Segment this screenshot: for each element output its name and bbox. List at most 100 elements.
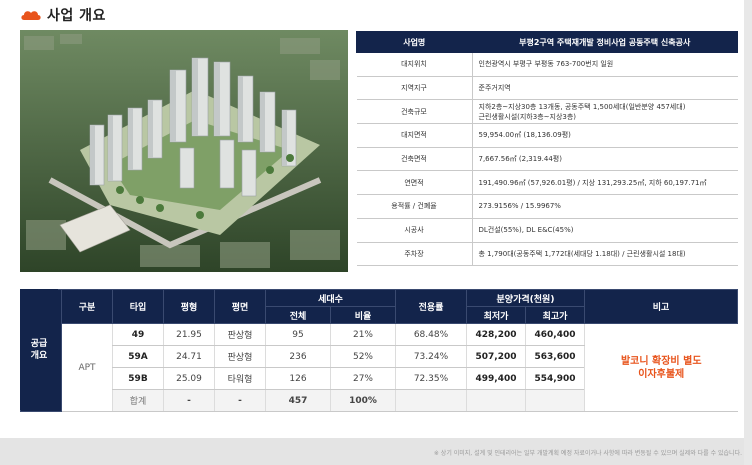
info-value: 준주거지역 bbox=[472, 76, 738, 101]
info-row: 주차장 총 1,790대(공동주택 1,772대(세대당 1.18대) / 근린… bbox=[356, 242, 738, 267]
info-value: 총 1,790대(공동주택 1,772대(세대당 1.18대) / 근린생활시설… bbox=[472, 242, 738, 267]
col-price: 분양가격(천원) bbox=[466, 289, 585, 307]
table-row: 59B 25.09 타워형 126 27% 72.35% 499,400 554… bbox=[21, 367, 738, 390]
info-header-label: 사업명 bbox=[356, 31, 473, 53]
cell-area: 21.95 bbox=[163, 323, 215, 346]
cell-ratio: 21% bbox=[330, 323, 396, 346]
cell-ratio: 52% bbox=[330, 345, 396, 368]
page-title: 사업 개요 bbox=[47, 8, 106, 24]
info-label: 대지면적 bbox=[356, 123, 473, 148]
cell-ratio: 27% bbox=[330, 367, 396, 390]
note-line: 발코니 확장비 별도 bbox=[620, 355, 702, 367]
info-value: DL건설(55%), DL E&C(45%) bbox=[472, 218, 738, 243]
total-label: 합계 bbox=[112, 389, 164, 412]
cell-exclusive: 72.35% bbox=[395, 367, 467, 390]
info-value: 지하2층~지상30층 13개동, 공동주택 1,500세대(일반분양 457세대… bbox=[472, 99, 738, 125]
col-layout: 평면 bbox=[214, 289, 266, 324]
project-info-table: 사업명 부평2구역 주택재개발 정비사업 공동주택 신축공사 대지위치 인천광역… bbox=[356, 31, 738, 267]
info-row: 건축면적 7,667.56㎡ (2,319.44평) bbox=[356, 147, 738, 172]
cell-exclusive: 73.24% bbox=[395, 345, 467, 368]
info-row: 용적률 / 건폐율 273.9156% / 15.9967% bbox=[356, 194, 738, 219]
info-row: 시공사 DL건설(55%), DL E&C(45%) bbox=[356, 218, 738, 243]
cell-max: 563,600 bbox=[525, 345, 585, 368]
info-value: 273.9156% / 15.9967% bbox=[472, 194, 738, 219]
col-ratio: 비율 bbox=[330, 306, 396, 324]
col-min: 최저가 bbox=[466, 306, 526, 324]
supply-table: 구분 타입 평형 평면 세대수 전용률 분양가격(천원) 비고 전체 비율 최저… bbox=[20, 289, 738, 412]
info-value: 59,954.00㎡ (18,136.09평) bbox=[472, 123, 738, 148]
cell-area: 24.71 bbox=[163, 345, 215, 368]
col-exclusive: 전용률 bbox=[395, 289, 467, 324]
supply-side-band: 공급 개요 bbox=[20, 289, 58, 410]
info-label: 건축규모 bbox=[356, 99, 473, 125]
total-empty bbox=[395, 389, 467, 412]
supply-header-row: 구분 타입 평형 평면 세대수 전용률 분양가격(천원) 비고 bbox=[20, 289, 738, 412]
supply-subheader-row: 전체 비율 최저가 최고가 bbox=[21, 306, 738, 324]
info-value: 7,667.56㎡ (2,319.44평) bbox=[472, 147, 738, 172]
cell-layout: 판상형 bbox=[214, 323, 266, 346]
info-label: 지역지구 bbox=[356, 76, 473, 101]
category-apt: APT bbox=[61, 323, 113, 412]
col-price-label: 분양가격 bbox=[496, 294, 530, 305]
cell-type: 59A bbox=[112, 345, 164, 368]
total-ratio: 100% bbox=[330, 389, 396, 412]
cell-total: 126 bbox=[265, 367, 331, 390]
info-value: 인천광역시 부평구 부평동 763-700번지 일원 bbox=[472, 52, 738, 77]
col-note: 비고 bbox=[584, 289, 738, 324]
cell-exclusive: 68.48% bbox=[395, 323, 467, 346]
table-row: 59A 24.71 판상형 236 52% 73.24% 507,200 563… bbox=[21, 345, 738, 368]
info-row: 지역지구 준주거지역 bbox=[356, 76, 738, 101]
cell-layout: 타워형 bbox=[214, 367, 266, 390]
info-row: 대지면적 59,954.00㎡ (18,136.09평) bbox=[356, 123, 738, 148]
info-value-line: 지하2층~지상30층 13개동, 공동주택 1,500세대(일반분양 457세대… bbox=[478, 102, 686, 111]
right-edge-divider bbox=[744, 0, 752, 465]
total-empty bbox=[525, 389, 585, 412]
cell-total: 95 bbox=[265, 323, 331, 346]
info-row: 대지위치 인천광역시 부평구 부평동 763-700번지 일원 bbox=[356, 52, 738, 77]
supply-side-label-2: 개요 bbox=[30, 350, 48, 361]
info-label: 용적률 / 건폐율 bbox=[356, 194, 473, 219]
cell-min: 499,400 bbox=[466, 367, 526, 390]
cell-layout: 판상형 bbox=[214, 345, 266, 368]
supply-side-label-1: 공급 bbox=[30, 338, 48, 349]
cell-type: 59B bbox=[112, 367, 164, 390]
info-value-line: 근린생활시설(지하3층~지상3층) bbox=[478, 112, 577, 121]
total-area: - bbox=[163, 389, 215, 412]
cell-min: 507,200 bbox=[466, 345, 526, 368]
info-row: 건축규모 지하2층~지상30층 13개동, 공동주택 1,500세대(일반분양 … bbox=[356, 99, 738, 125]
col-households: 세대수 bbox=[265, 289, 396, 307]
cell-max: 460,400 bbox=[525, 323, 585, 346]
col-price-unit: (천원) bbox=[529, 294, 555, 305]
cell-type: 49 bbox=[112, 323, 164, 346]
footer-band bbox=[0, 438, 752, 465]
cell-area: 25.09 bbox=[163, 367, 215, 390]
cloud-icon bbox=[21, 11, 41, 20]
total-count: 457 bbox=[265, 389, 331, 412]
aerial-rendering-image bbox=[20, 30, 348, 272]
total-empty bbox=[466, 389, 526, 412]
note-line: 이자후불제 bbox=[638, 368, 685, 380]
total-layout: - bbox=[214, 389, 266, 412]
note-cell: 발코니 확장비 별도 이자후불제 bbox=[584, 323, 738, 412]
info-label: 대지위치 bbox=[356, 52, 473, 77]
info-value: 191,490.96㎡ (57,926.01평) / 지상 131,293.25… bbox=[472, 170, 738, 196]
project-name: 부평2구역 주택재개발 정비사업 공동주택 신축공사 bbox=[471, 31, 738, 53]
col-total: 전체 bbox=[265, 306, 331, 324]
info-label: 시공사 bbox=[356, 218, 473, 243]
section-header: 사업 개요 bbox=[20, 5, 106, 25]
cell-min: 428,200 bbox=[466, 323, 526, 346]
info-label: 건축면적 bbox=[356, 147, 473, 172]
col-type: 구분 bbox=[61, 289, 113, 324]
col-unit: 타입 bbox=[112, 289, 164, 324]
cell-max: 554,900 bbox=[525, 367, 585, 390]
col-area: 평형 bbox=[163, 289, 215, 324]
table-row: APT 49 21.95 판상형 95 21% 68.48% 428,200 4… bbox=[21, 323, 738, 412]
col-max: 최고가 bbox=[525, 306, 585, 324]
footnote: ※ 상기 이미지, 설계 및 인테리어는 일부 개발계획 예정 자료이거나 사항… bbox=[433, 450, 742, 457]
info-row: 연면적 191,490.96㎡ (57,926.01평) / 지상 131,29… bbox=[356, 170, 738, 196]
info-label: 주차장 bbox=[356, 242, 473, 267]
cell-total: 236 bbox=[265, 345, 331, 368]
total-row: 합계 - - 457 100% bbox=[21, 389, 738, 412]
info-label: 연면적 bbox=[356, 170, 473, 196]
